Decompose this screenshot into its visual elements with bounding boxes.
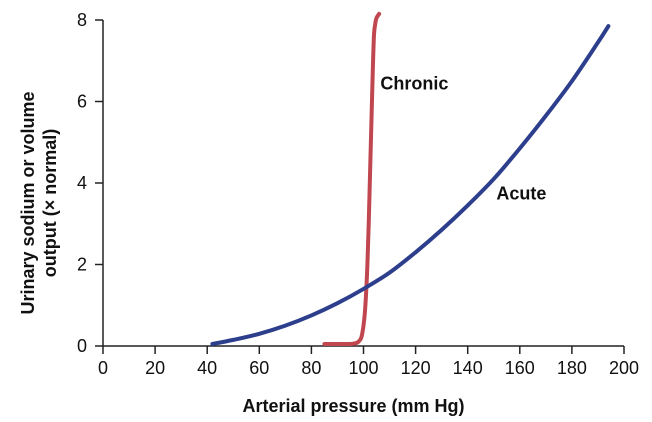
x-tick-label-180: 180 [557,358,587,378]
labels-layer: Chronic Acute [380,73,546,203]
y-tick-label-8: 8 [77,10,87,30]
x-tick-label-140: 140 [453,358,483,378]
y-axis-title: Urinary sodium or volume output (× normal… [18,91,60,314]
axes: 0 20 40 60 80 100 120 140 160 180 200 0 2 4 6 8 Arterial… [18,10,639,416]
label-acute: Acute [496,183,546,203]
x-tick-label-100: 100 [348,358,378,378]
label-chronic: Chronic [380,73,448,93]
x-tick-label-20: 20 [145,358,165,378]
y-tick-label-6: 6 [77,92,87,112]
y-axis-title-line-1: Urinary sodium or volume [18,91,38,314]
y-tick-label-4: 4 [77,173,87,193]
x-tick-label-60: 60 [249,358,269,378]
x-axis-title: Arterial pressure (mm Hg) [242,396,464,416]
y-tick-label-0: 0 [77,336,87,356]
x-tick-label-200: 200 [609,358,639,378]
series-line-acute [210,24,611,346]
x-tick-label-160: 160 [505,358,535,378]
x-tick-label-80: 80 [301,358,321,378]
series-layer [210,11,611,347]
x-tick-label-0: 0 [98,358,108,378]
x-tick-label-120: 120 [401,358,431,378]
x-tick-label-40: 40 [197,358,217,378]
y-tick-label-2: 2 [77,255,87,275]
series-line-chronic [322,11,382,347]
y-axis-title-line-2: output (× normal) [40,129,60,277]
